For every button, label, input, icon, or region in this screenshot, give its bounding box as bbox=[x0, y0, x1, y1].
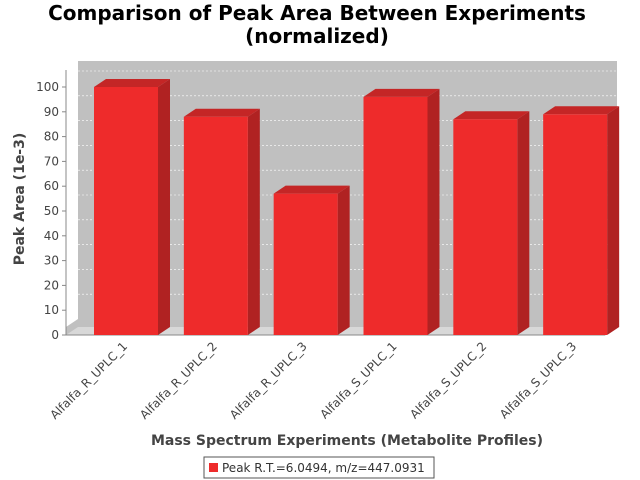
bar-side bbox=[427, 88, 440, 335]
bars bbox=[94, 79, 620, 336]
bar bbox=[94, 87, 158, 335]
bar bbox=[543, 114, 608, 335]
y-axis-label: Peak Area (1e-3) bbox=[12, 133, 28, 266]
legend: Peak R.T.=6.0494, m/z=447.0931 bbox=[203, 456, 435, 479]
y-tick-label: 0 bbox=[51, 328, 59, 342]
x-tick-label: Alfalfa_S_UPLC_1 bbox=[317, 339, 399, 421]
y-tick-label: 10 bbox=[44, 303, 59, 317]
x-tick-label: Alfalfa_S_UPLC_3 bbox=[497, 339, 579, 421]
bar bbox=[183, 116, 248, 335]
bar-top bbox=[363, 88, 440, 97]
chart-title-line-2: (normalized) bbox=[245, 24, 389, 48]
y-tick-label: 80 bbox=[44, 130, 59, 144]
legend-swatch bbox=[209, 463, 218, 472]
bar-top bbox=[453, 111, 530, 120]
x-tick-label: Alfalfa_R_UPLC_2 bbox=[137, 339, 220, 422]
y-tick-label: 50 bbox=[44, 204, 59, 218]
legend-series-name: Peak R.T.=6.0494, m/z=447.0931 bbox=[222, 461, 425, 475]
y-tick-label: 40 bbox=[44, 229, 59, 243]
x-axis-label: Mass Spectrum Experiments (Metabolite Pr… bbox=[151, 433, 543, 449]
y-tick-label: 20 bbox=[44, 278, 59, 292]
bar-side bbox=[247, 108, 260, 335]
bar-top bbox=[183, 108, 260, 117]
bar bbox=[453, 119, 518, 336]
y-tick-label: 30 bbox=[44, 254, 59, 268]
bar-top bbox=[543, 106, 620, 115]
y-axis-ticks: 0 10 20 30 40 50 60 70 80 90 100 bbox=[36, 80, 66, 342]
bar-side bbox=[337, 185, 350, 335]
y-tick-label: 90 bbox=[44, 105, 59, 119]
x-tick-label: Alfalfa_R_UPLC_3 bbox=[227, 339, 310, 422]
legend-box bbox=[203, 456, 435, 479]
bar-top bbox=[94, 79, 170, 87]
x-tick-label: Alfalfa_R_UPLC_1 bbox=[47, 339, 130, 422]
bar bbox=[273, 193, 338, 335]
y-tick-label: 100 bbox=[36, 80, 59, 94]
bar-side bbox=[158, 79, 170, 335]
y-tick-label: 60 bbox=[44, 179, 59, 193]
chart-title-line-1: Comparison of Peak Area Between Experime… bbox=[48, 1, 586, 25]
x-axis-ticks: Alfalfa_R_UPLC_1 Alfalfa_R_UPLC_2 Alfalfa_… bbox=[47, 339, 579, 422]
bar bbox=[363, 96, 428, 335]
x-tick-label: Alfalfa_S_UPLC_2 bbox=[407, 339, 489, 421]
bar-side bbox=[607, 106, 620, 335]
bar-top bbox=[273, 185, 350, 194]
bar-side bbox=[517, 111, 530, 336]
y-tick-label: 70 bbox=[44, 154, 59, 168]
